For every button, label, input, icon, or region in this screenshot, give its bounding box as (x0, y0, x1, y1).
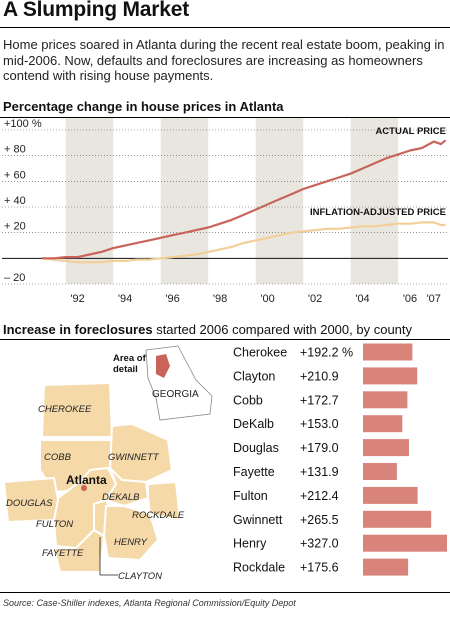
county-label-fulton: FULTON (36, 519, 73, 530)
x-tick-label: '02 (308, 293, 322, 305)
county-value-label: +172.7 (300, 393, 339, 407)
county-label-cobb: COBB (44, 452, 72, 463)
county-name: Henry (233, 537, 267, 551)
county-value-label: +192.2 % (300, 346, 353, 360)
county-label-clayton: CLAYTON (118, 571, 162, 582)
inset-label-line1: Area of (113, 353, 147, 364)
x-tick-label: '06 (403, 293, 417, 305)
foreclosure-bar (363, 415, 403, 433)
foreclosure-bar (363, 367, 418, 385)
county-name: Fayette (233, 465, 275, 479)
series-line-adjusted (41, 221, 446, 264)
county-value-label: +131.9 (300, 465, 339, 479)
county-label-henry: HENRY (114, 537, 148, 548)
county-name: DeKalb (233, 417, 274, 431)
series-line-actual (42, 139, 447, 260)
y-tick-label: +100 % (4, 118, 42, 130)
y-tick-label: + 80 (4, 144, 26, 156)
x-tick-label: '07 (427, 293, 441, 305)
x-tick-label: '98 (213, 293, 227, 305)
county-value-label: +327.0 (300, 537, 339, 551)
y-tick-label: + 40 (4, 195, 26, 207)
foreclosure-bar (363, 510, 432, 528)
county-value-label: +265.5 (300, 513, 339, 527)
y-tick-label: + 20 (4, 221, 26, 233)
county-name: Fulton (233, 489, 268, 503)
foreclosure-heading-rest: started 2006 compared with 2000, by coun… (152, 322, 413, 337)
county-rockdale (147, 480, 182, 522)
county-label-dekalb: DEKALB (102, 492, 140, 503)
source-note: Source: Case-Shiller indexes, Atlanta Re… (3, 598, 296, 608)
x-tick-label: '00 (260, 293, 274, 305)
title-rule (0, 27, 450, 28)
county-label-cherokee: CHEROKEE (38, 404, 92, 415)
county-value-label: +210.9 (300, 369, 339, 383)
county-value-label: +212.4 (300, 489, 339, 503)
series-label-adjusted: INFLATION-ADJUSTED PRICE (310, 207, 446, 218)
county-name: Gwinnett (233, 513, 283, 527)
foreclosure-chart-rule (0, 339, 450, 340)
price-chart-heading: Percentage change in house prices in Atl… (3, 99, 284, 114)
county-value-label: +179.0 (300, 441, 339, 455)
x-tick-label: '94 (118, 293, 132, 305)
county-shapes (2, 381, 182, 573)
price-chart-rule (0, 117, 450, 118)
x-tick-label: '96 (165, 293, 179, 305)
city-label-atlanta: Atlanta (66, 473, 107, 487)
county-name: Douglas (233, 441, 279, 455)
county-name: Cobb (233, 393, 263, 407)
foreclosure-bar (363, 463, 397, 480)
x-tick-label: '92 (70, 293, 84, 305)
price-line-chart: +100 %+ 80+ 60+ 40+ 20– 20 '92'94'96'98 '… (2, 118, 448, 305)
shaded-band (350, 118, 399, 284)
county-dekalb (104, 467, 150, 508)
county-name: Clayton (233, 369, 275, 383)
foreclosure-bar (363, 343, 413, 361)
foreclosure-bar (363, 534, 447, 552)
county-label-rockdale: ROCKDALE (132, 510, 185, 521)
county-label-gwinnett: GWINNETT (108, 452, 160, 463)
county-value-label: +153.0 (300, 417, 339, 431)
county-label-fayette: FAYETTE (42, 548, 84, 559)
shaded-band (255, 118, 304, 284)
county-douglas (2, 476, 60, 524)
county-name: Cherokee (233, 346, 287, 360)
county-name: Rockdale (233, 561, 285, 575)
x-tick-labels: '92 '94 '96 '98 '00 '02 '04 '06 '07 (70, 293, 440, 305)
foreclosure-bar (363, 439, 409, 457)
county-label-douglas: DOUGLAS (6, 498, 53, 509)
page-title: A Slumping Market (3, 0, 190, 21)
county-henry (102, 505, 160, 562)
y-tick-labels: +100 % + 80 + 60 + 40 + 20 – 20 (4, 118, 42, 284)
series-label-actual: ACTUAL PRICE (375, 126, 446, 137)
atlanta-dot (81, 485, 87, 491)
y-tick-label: + 60 (4, 169, 26, 181)
detail-area (156, 354, 170, 378)
y-tick-label: – 20 (4, 272, 25, 284)
intro-text: Home prices soared in Atlanta during the… (3, 37, 445, 83)
x-tick-label: '04 (355, 293, 369, 305)
gridlines (2, 129, 448, 285)
foreclosure-bar (363, 558, 409, 576)
foreclosure-bar (363, 391, 408, 409)
source-rule (0, 592, 450, 593)
series-lines (41, 139, 447, 264)
foreclosure-heading-bold: Increase in foreclosures (3, 322, 153, 337)
inset-label-line2: detail (113, 364, 138, 375)
county-value-label: +175.6 (300, 561, 339, 575)
foreclosure-bar (363, 486, 418, 504)
inset-label-georgia: GEORGIA (152, 389, 199, 400)
foreclosure-chart-heading: Increase in foreclosures started 2006 co… (3, 322, 412, 337)
county-fayette (52, 528, 106, 573)
